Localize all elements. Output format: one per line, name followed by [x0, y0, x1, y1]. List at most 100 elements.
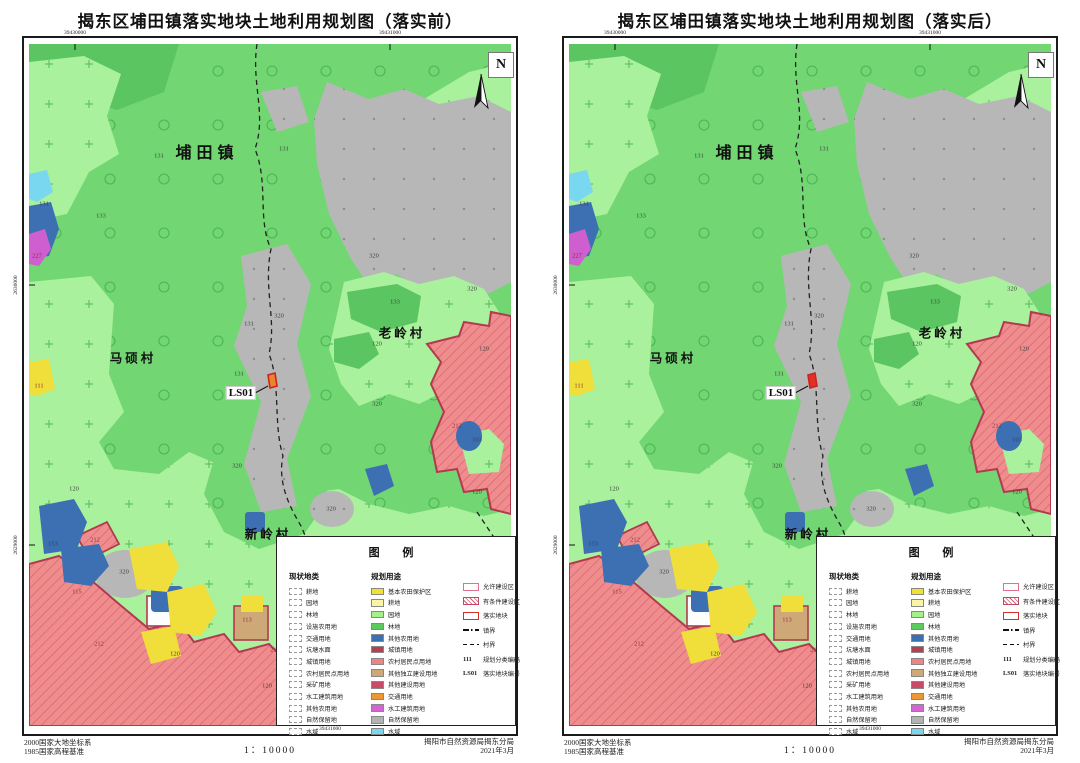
planned-use-swatch	[371, 622, 384, 631]
datum-line2: 1985国家高程基准	[24, 747, 84, 756]
legend-item-label: 农村居民点用地	[928, 658, 972, 666]
planned-use-swatch	[371, 704, 384, 712]
legend-planned-item: 其他建设用地	[911, 680, 1003, 691]
north-arrow-icon	[1014, 74, 1021, 108]
agency-note: 揭阳市自然资源局揭东分局 2021年3月	[964, 737, 1054, 755]
legend-item-label: 自然保留地	[306, 717, 337, 725]
farmland-patch	[29, 56, 121, 222]
legend-item-label: 水域	[846, 729, 859, 737]
planned-use-swatch	[911, 716, 924, 724]
map-frame	[22, 36, 518, 736]
legend-planned-item: 其他农用地	[911, 633, 1003, 644]
zone-swatch	[463, 582, 479, 591]
map-panel: 揭东区埔田镇落实地块土地利用规划图（落实后）	[540, 0, 1080, 763]
current-landtype-swatch	[289, 692, 302, 700]
legend-current-item: 设施农用地	[289, 621, 367, 632]
planned-use-swatch	[911, 681, 924, 689]
legend-current-item: 农村居民点用地	[829, 668, 907, 679]
legend-planned-item: 其他农用地	[371, 633, 463, 644]
reserve-area	[850, 491, 894, 527]
legend-item-label: 水工建筑用地	[388, 705, 426, 713]
legend-item-label: 水工建筑用地	[928, 705, 966, 713]
legend-current-item: 坑塘水面	[289, 644, 367, 655]
other-agri-patch	[905, 464, 934, 496]
current-landtype-swatch	[289, 716, 302, 724]
current-landtype-swatch	[829, 634, 842, 642]
north-arrow-icon	[1020, 73, 1029, 110]
legend-item-label: 自然保留地	[846, 717, 877, 725]
datum-note: 2000国家大地坐标系 1985国家高程基准	[564, 738, 632, 756]
reserve-area	[801, 86, 849, 132]
legend-planned-column: 规划用途 基本农田保护区 耕地 园地 林地 其他农用地 城镇用地 农村居民点用地 其他独立建设…	[371, 571, 463, 738]
legend-item-label: 村界	[483, 642, 496, 650]
legend-current-item: 林地	[829, 609, 907, 620]
zone-code-prefix: 111	[1003, 655, 1012, 663]
legend-planned-item: 交通用地	[911, 691, 1003, 702]
basic-farmland-patch	[29, 359, 55, 396]
ls01-leader-line	[254, 385, 269, 394]
legend-planned-item: 园地	[911, 609, 1003, 620]
legend-current-item: 交通用地	[289, 633, 367, 644]
planned-use-swatch	[371, 587, 384, 596]
basic-farmland-patch	[569, 359, 595, 396]
zone-swatch	[1003, 582, 1019, 591]
current-landtype-swatch	[289, 646, 302, 654]
legend-item-label: 其他独立建设用地	[388, 670, 438, 678]
legend-current-item: 水域	[289, 726, 367, 737]
planned-use-swatch	[371, 669, 384, 677]
legend-current-item: 坑塘水面	[829, 644, 907, 655]
planned-use-swatch	[911, 587, 924, 596]
current-landtype-swatch	[289, 728, 302, 736]
planned-use-swatch	[911, 610, 924, 619]
legend-zone-item: 镇界	[463, 623, 515, 636]
current-landtype-swatch	[289, 622, 302, 630]
legend-current-item: 耕地	[289, 586, 367, 597]
legend-item-label: 村界	[1023, 642, 1036, 650]
planned-use-swatch	[911, 692, 924, 701]
legend-item-label: 林地	[306, 612, 319, 620]
basic-farmland-patch	[669, 542, 719, 592]
ls01-leader-line	[794, 385, 809, 394]
north-label: N	[1028, 52, 1054, 78]
current-landtype-swatch	[289, 669, 302, 677]
legend-item-label: 有条件建设区	[1023, 598, 1061, 606]
legend-planned-item: 耕地	[371, 598, 463, 609]
legend-item-label: 其他建设用地	[388, 682, 426, 690]
planned-use-swatch	[371, 610, 384, 619]
current-landtype-swatch	[289, 611, 302, 619]
legend-current-item: 城镇用地	[289, 656, 367, 667]
legend-item-label: 设施农用地	[306, 623, 337, 631]
boundary-line-swatch	[1003, 629, 1019, 632]
current-landtype-swatch	[829, 716, 842, 724]
legend-zone-item: 村界	[1003, 638, 1055, 651]
zone-swatch	[463, 611, 479, 620]
legend-item-label: 农村居民点用地	[388, 658, 432, 666]
ls01-parcel	[267, 371, 278, 390]
reserve-area	[261, 86, 309, 132]
planned-use-swatch	[911, 657, 924, 666]
legend-zone-item: 允许建设区	[1003, 580, 1055, 593]
current-landtype-swatch	[289, 704, 302, 712]
boundary-line-swatch	[463, 643, 479, 646]
forest-patch	[347, 284, 421, 332]
legend-planned-header: 规划用途	[911, 572, 941, 581]
legend-item-label: 城镇用地	[846, 658, 871, 666]
north-arrow-icon	[480, 73, 489, 110]
legend-title: 图 例	[908, 547, 964, 559]
current-landtype-swatch	[829, 599, 842, 607]
reserve-area	[314, 82, 511, 296]
legend-item-label: 采矿用地	[306, 682, 331, 690]
planned-use-swatch	[371, 716, 384, 724]
legend-planned-column: 规划用途 基本农田保护区 耕地 园地 林地 其他农用地 城镇用地 农村居民点用地 其他独立建设…	[911, 571, 1003, 738]
other-agri-patch	[61, 544, 109, 586]
legend-planned-item: 其他建设用地	[371, 680, 463, 691]
legend-current-item: 水工建筑用地	[289, 691, 367, 702]
legend-item-label: 其他农用地	[306, 705, 337, 713]
legend-planned-item: 基本农田保护区	[371, 586, 463, 597]
legend-planned-item: 林地	[371, 621, 463, 632]
legend-zone-item: 111 规划分类编码	[463, 652, 520, 665]
map-date: 2021年3月	[1020, 746, 1054, 755]
legend-current-item: 自然保留地	[829, 715, 907, 726]
legend-item-label: 交通用地	[846, 635, 871, 643]
